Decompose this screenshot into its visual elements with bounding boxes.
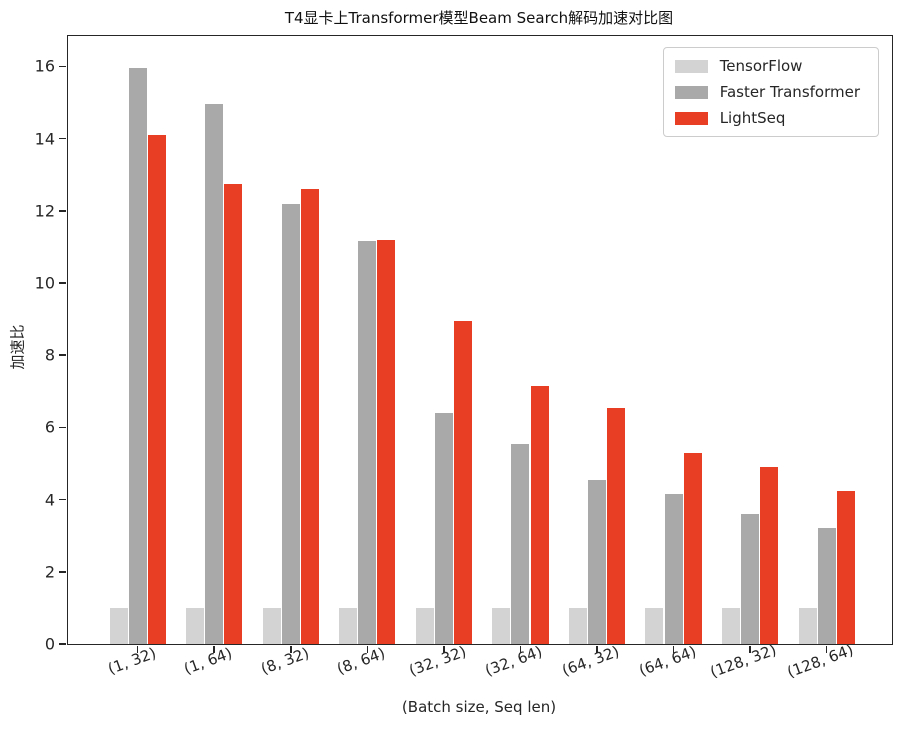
y-tick-label: 4: [44, 490, 55, 510]
y-tick-label: 0: [44, 634, 55, 654]
y-tick-mark: [59, 209, 67, 212]
bar-faster-transformer-128-32: [741, 514, 760, 644]
x-tick-mark: [136, 645, 139, 653]
x-tick-mark: [213, 645, 216, 653]
legend-row-lightseq: LightSeq: [674, 109, 866, 127]
bar-faster-transformer-64-64: [664, 494, 683, 644]
x-tick-label: (128, 32): [707, 640, 779, 682]
bar-faster-transformer-64-32: [588, 479, 606, 644]
y-tick-mark: [59, 282, 67, 284]
bar-lightseq-128-64: [836, 490, 855, 644]
bar-tensorflow-128-32: [722, 607, 740, 644]
bar-tensorflow-64-64: [645, 607, 664, 644]
y-tick-label: 14: [34, 129, 55, 149]
legend-label-tensorflow: TensorFlow: [719, 57, 803, 75]
bar-lightseq-1-64: [224, 183, 243, 644]
bar-lightseq-128-32: [760, 467, 779, 644]
x-tick-mark: [519, 645, 522, 653]
bar-tensorflow-1-64: [186, 607, 205, 644]
bar-faster-transformer-1-32: [128, 68, 147, 644]
y-tick-label: 10: [34, 273, 55, 293]
y-tick-mark: [59, 643, 67, 645]
legend-label-faster-transformer: Faster Transformer: [719, 83, 860, 101]
x-tick-label: (1, 32): [105, 644, 159, 678]
bar-lightseq-32-64: [530, 385, 549, 644]
bar-tensorflow-1-32: [109, 607, 128, 644]
bar-tensorflow-64-32: [568, 607, 587, 644]
y-tick-mark: [59, 570, 67, 573]
x-tick-mark: [749, 645, 751, 653]
bar-tensorflow-8-64: [339, 607, 358, 644]
legend-swatch-tensorflow: [674, 59, 708, 73]
x-tick-label: (32, 64): [483, 642, 546, 680]
bar-lightseq-64-32: [607, 407, 626, 644]
legend-row-tensorflow: TensorFlow: [674, 57, 866, 75]
x-tick-mark: [825, 645, 828, 653]
x-axis-label: (Batch size, Seq len): [401, 698, 557, 716]
legend-label-lightseq: LightSeq: [719, 109, 786, 127]
x-tick-mark: [366, 645, 369, 653]
legend-swatch-faster-transformer: [674, 85, 708, 99]
x-tick-label: (64, 32): [559, 642, 622, 680]
bar-tensorflow-8-32: [262, 607, 281, 644]
bar-tensorflow-32-32: [415, 607, 434, 644]
y-tick-mark: [59, 426, 67, 429]
x-tick-label: (1, 64): [181, 644, 235, 678]
y-tick-label: 6: [44, 417, 55, 437]
y-tick-mark: [59, 354, 67, 356]
x-tick-label: (128, 64): [784, 640, 856, 682]
y-tick-label: 12: [34, 201, 55, 221]
y-tick-mark: [59, 137, 67, 140]
bar-lightseq-1-32: [147, 134, 166, 644]
plot-area: 0 2 4 6 8 10 12 14 16 (1, 32) (1, 64) (8, 32) (8, 6…: [35, 35, 893, 681]
y-axis-label: 加速比: [8, 324, 27, 370]
x-tick-mark: [290, 645, 292, 653]
bar-tensorflow-32-64: [492, 607, 511, 644]
legend-swatch-lightseq: [674, 111, 708, 125]
bar-faster-transformer-8-32: [281, 203, 300, 644]
x-tick-mark: [672, 645, 675, 653]
x-tick-label: (32, 32): [406, 642, 469, 680]
x-tick-mark: [596, 645, 598, 653]
chart-title: T4显卡上Transformer模型Beam Search解码加速对比图: [284, 9, 674, 27]
bar-faster-transformer-128-64: [817, 528, 836, 644]
bar-lightseq-64-64: [683, 452, 702, 644]
bar-faster-transformer-32-32: [434, 412, 453, 644]
x-tick-label: (8, 32): [258, 644, 312, 678]
bar-faster-transformer-1-64: [205, 104, 224, 644]
y-tick-mark: [59, 498, 67, 501]
y-tick-mark: [59, 65, 67, 68]
x-tick-label: (8, 64): [334, 644, 388, 678]
bar-faster-transformer-8-64: [358, 241, 377, 644]
bar-faster-transformer-32-64: [511, 443, 530, 644]
bar-lightseq-8-64: [377, 239, 396, 644]
y-tick-label: 2: [44, 562, 55, 582]
y-tick-label: 8: [44, 345, 55, 365]
bar-lightseq-8-32: [300, 189, 319, 644]
x-tick-mark: [443, 645, 445, 653]
legend: TensorFlow Faster Transformer LightSeq: [662, 47, 879, 137]
x-tick-label: (64, 64): [636, 642, 699, 680]
bar-lightseq-32-32: [454, 320, 472, 644]
bar-tensorflow-128-64: [798, 607, 817, 644]
y-tick-label: 16: [34, 56, 55, 76]
legend-row-faster-transformer: Faster Transformer: [674, 83, 866, 101]
